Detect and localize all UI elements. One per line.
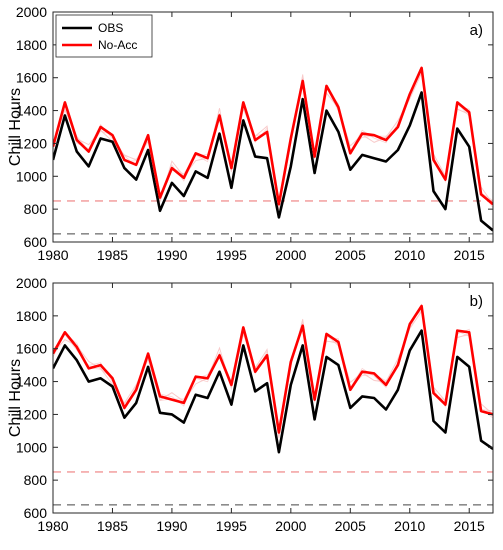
y-tick-label: 1400 [16, 103, 47, 119]
legend: OBS No-Acc [55, 14, 153, 58]
series-line-obs [53, 91, 493, 232]
y-axis-title: Chill Hours [7, 359, 24, 437]
y-tick-label: 1400 [16, 374, 47, 390]
x-tick-label: 1995 [216, 518, 247, 534]
x-tick-label: 2000 [275, 518, 306, 534]
legend-label-no-acc: No-Acc [98, 38, 137, 52]
y-tick-label: 600 [24, 505, 48, 521]
chart-panel-a: 600 800 1000 1200 1400 1600 1800 2000 1980 1985 19… [7, 4, 494, 263]
y-tick-label: 1200 [16, 406, 47, 422]
x-tick-label: 1980 [37, 247, 68, 263]
y-tick-label: 1600 [16, 70, 47, 86]
y-tick-label: 1000 [16, 168, 47, 184]
plot-data [53, 66, 493, 235]
y-tick-label: 2000 [16, 275, 47, 291]
axes-frame [52, 11, 494, 243]
x-tick-label: 2015 [454, 247, 485, 263]
chart-panel-b: 600 800 1000 1200 1400 1600 1800 2000 1980 1985 19… [7, 275, 494, 534]
panel-label: b) [470, 293, 483, 310]
x-tick-label: 2010 [394, 518, 425, 534]
series-line-no-acc [53, 304, 493, 434]
x-tick-label: 1995 [216, 247, 247, 263]
x-tick-label: 1985 [97, 247, 128, 263]
x-tick-label: 2005 [335, 247, 366, 263]
panel-label: a) [470, 22, 483, 39]
y-tick-label: 800 [24, 201, 48, 217]
x-tick-label: 1990 [156, 247, 187, 263]
y-tick-label: 1800 [16, 37, 47, 53]
series-line-obs [53, 329, 493, 454]
y-tick-label: 1600 [16, 341, 47, 357]
x-tick-label: 2005 [335, 518, 366, 534]
x-tick-label: 1980 [37, 518, 68, 534]
series-line-no-acc [53, 66, 493, 206]
y-tick-label: 600 [24, 234, 48, 250]
y-tick-label: 1200 [16, 135, 47, 151]
y-tick-label: 1800 [16, 308, 47, 324]
x-tick-label: 1985 [97, 518, 128, 534]
x-tick-label: 2010 [394, 247, 425, 263]
x-tick-label: 1990 [156, 518, 187, 534]
legend-box [55, 14, 153, 58]
y-tick-label: 800 [24, 472, 48, 488]
axes-frame [52, 282, 494, 514]
y-tick-label: 1000 [16, 439, 47, 455]
legend-label-obs: OBS [98, 21, 123, 35]
x-tick-label: 2000 [275, 247, 306, 263]
x-tick-label: 2015 [454, 518, 485, 534]
plot-data [53, 303, 493, 506]
y-axis-title: Chill Hours [7, 88, 24, 166]
y-tick-label: 2000 [16, 4, 47, 20]
